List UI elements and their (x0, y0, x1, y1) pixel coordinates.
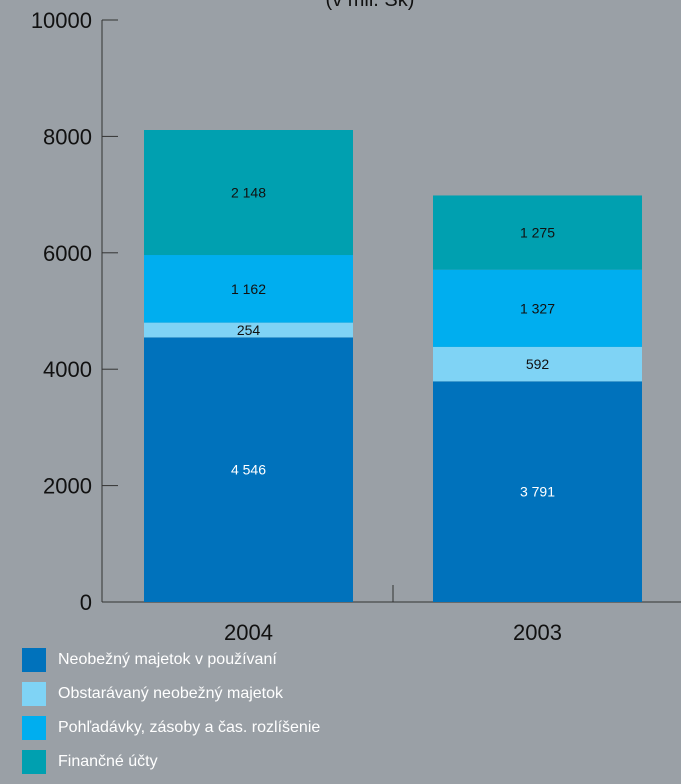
legend-swatch (22, 648, 46, 672)
bar-value-label: 1 162 (231, 281, 266, 297)
y-tick-label: 6000 (43, 241, 92, 266)
bar-segment (144, 129, 353, 256)
x-axis-labels: 2004 2003 (224, 620, 562, 645)
bar-value-label: 592 (526, 356, 550, 372)
legend-item: Finančné účty (22, 750, 320, 774)
bar-value-label: 3 791 (520, 484, 555, 500)
legend-swatch (22, 682, 46, 706)
bar-segment (144, 337, 353, 602)
bar-value-label: 2 148 (231, 185, 266, 201)
bar-value-label: 1 327 (520, 300, 555, 316)
bar-segment (144, 322, 353, 338)
legend-item: Pohľadávky, zásoby a čas. rozlíšenie (22, 716, 320, 740)
legend-label: Finančné účty (58, 753, 158, 770)
y-tick-label: 8000 (43, 124, 92, 149)
y-tick-label: 4000 (43, 357, 92, 382)
legend-swatch (22, 716, 46, 740)
x-tick-label: 2004 (224, 620, 273, 645)
legend-item: Obstarávaný neobežný majetok (22, 682, 320, 706)
bar-value-label: 1 275 (520, 225, 555, 241)
bar-value-label: 254 (237, 322, 261, 338)
y-tick-label: 10000 (31, 8, 92, 33)
bar-segment (433, 269, 642, 347)
legend-label: Neobežný majetok v používaní (58, 651, 277, 668)
bar-segments: 4 546 254 1 162 2 148 3 791 592 1 327 1 275 (144, 129, 642, 602)
bar-value-label: 4 546 (231, 462, 266, 478)
bar-segment (433, 381, 642, 602)
y-tick-label: 0 (80, 590, 92, 615)
legend-item: Neobežný majetok v používaní (22, 648, 320, 672)
bar-segment (433, 346, 642, 382)
legend-label: Obstarávaný neobežný majetok (58, 685, 284, 702)
legend: Neobežný majetok v používaní Obstarávaný… (22, 648, 320, 784)
chart-title: (v mil. Sk) (326, 0, 415, 11)
legend-swatch (22, 750, 46, 774)
y-axis-ticks: 0 2000 4000 6000 8000 10000 (31, 8, 118, 615)
x-tick-label: 2003 (513, 620, 562, 645)
bar-segment (144, 255, 353, 323)
legend-label: Pohľadávky, zásoby a čas. rozlíšenie (58, 719, 321, 736)
bar-segment (433, 195, 642, 270)
y-tick-label: 2000 (43, 474, 92, 499)
